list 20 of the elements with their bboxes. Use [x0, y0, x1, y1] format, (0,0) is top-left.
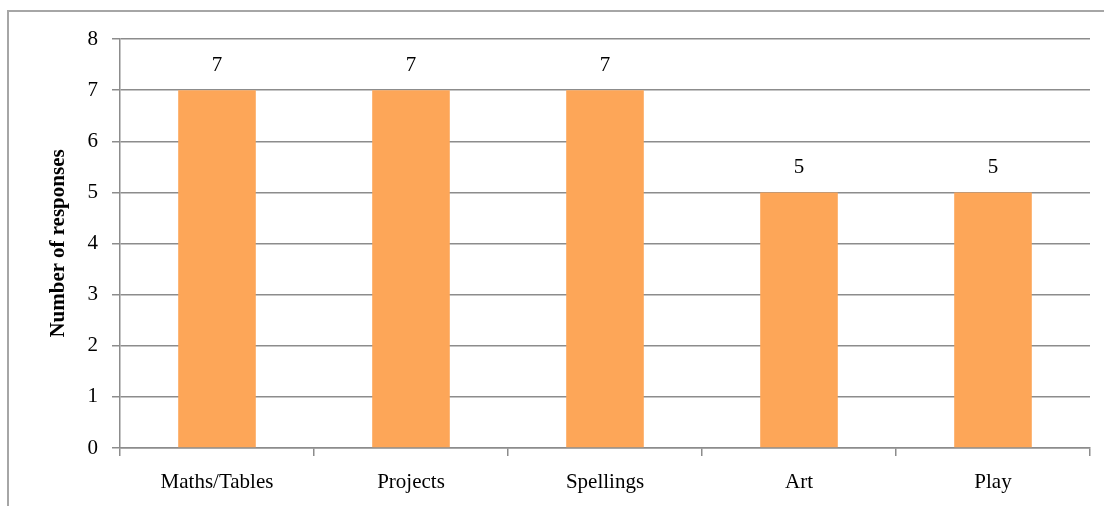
y-tick-label: 6 — [87, 127, 98, 152]
data-label: 5 — [987, 154, 999, 179]
x-tick-label: Play — [974, 469, 1013, 494]
y-tick-label: 0 — [87, 434, 98, 459]
y-tick-label: 7 — [87, 76, 98, 101]
y-tick-label: 3 — [87, 281, 98, 306]
y-tick-label: 8 — [87, 25, 98, 50]
y-tick-label: 2 — [87, 332, 98, 357]
x-tick-label: Spellings — [565, 469, 645, 494]
data-label: 5 — [793, 154, 805, 179]
y-tick-label: 5 — [87, 178, 98, 203]
data-label: 7 — [405, 52, 417, 77]
data-label: 7 — [599, 52, 611, 77]
x-tick-label: Art — [785, 469, 814, 494]
y-tick-label: 4 — [87, 230, 99, 255]
x-tick-label: Projects — [377, 469, 445, 494]
data-label: 7 — [211, 52, 223, 77]
x-tick-label: Maths/Tables — [160, 469, 274, 494]
y-axis-title: Number of responses — [45, 149, 70, 338]
y-tick-label: 1 — [87, 383, 98, 408]
